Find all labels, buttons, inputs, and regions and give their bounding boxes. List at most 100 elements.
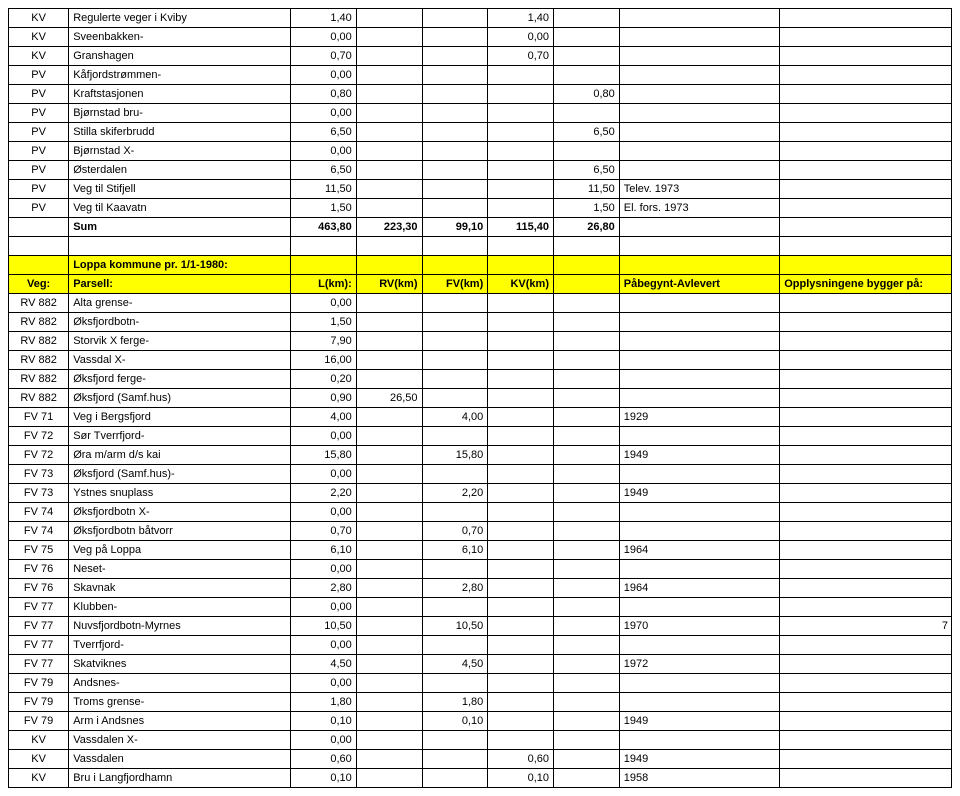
cell xyxy=(619,351,780,370)
cell: 1,50 xyxy=(554,199,620,218)
cell: 1929 xyxy=(619,408,780,427)
cell xyxy=(488,484,554,503)
cell xyxy=(619,9,780,28)
cell xyxy=(488,598,554,617)
cell: 2,20 xyxy=(291,484,357,503)
cell xyxy=(356,332,422,351)
cell xyxy=(780,123,952,142)
cell: FV 77 xyxy=(9,617,69,636)
cell xyxy=(780,351,952,370)
cell: FV 71 xyxy=(9,408,69,427)
cell xyxy=(488,180,554,199)
cell: Alta grense- xyxy=(69,294,291,313)
cell xyxy=(780,408,952,427)
cell xyxy=(780,541,952,560)
cell xyxy=(488,256,554,275)
cell xyxy=(488,85,554,104)
cell: 26,80 xyxy=(554,218,620,237)
cell xyxy=(422,104,488,123)
cell: FV 73 xyxy=(9,465,69,484)
cell xyxy=(356,484,422,503)
cell: Påbegynt-Avlevert xyxy=(619,275,780,294)
cell: Kraftstasjonen xyxy=(69,85,291,104)
cell xyxy=(780,294,952,313)
cell xyxy=(554,617,620,636)
cell xyxy=(488,142,554,161)
table-row: FV 74Øksfjordbotn X-0,00 xyxy=(9,503,952,522)
cell: 1949 xyxy=(619,484,780,503)
cell xyxy=(780,28,952,47)
cell: 2,20 xyxy=(422,484,488,503)
cell xyxy=(780,161,952,180)
table-row: FV 74Øksfjordbotn båtvorr0,700,70 xyxy=(9,522,952,541)
cell xyxy=(780,484,952,503)
cell xyxy=(554,332,620,351)
cell: 1958 xyxy=(619,769,780,788)
cell xyxy=(554,560,620,579)
cell: FV 77 xyxy=(9,636,69,655)
cell: RV(km) xyxy=(356,275,422,294)
cell xyxy=(619,636,780,655)
cell xyxy=(780,712,952,731)
cell xyxy=(780,769,952,788)
cell xyxy=(488,712,554,731)
cell xyxy=(488,446,554,465)
cell: KV xyxy=(9,9,69,28)
cell xyxy=(619,294,780,313)
cell: 0,90 xyxy=(291,389,357,408)
cell: Skatviknes xyxy=(69,655,291,674)
cell: RV 882 xyxy=(9,313,69,332)
cell xyxy=(780,199,952,218)
cell: Bjørnstad X- xyxy=(69,142,291,161)
cell: FV(km) xyxy=(422,275,488,294)
cell: Vassdal X- xyxy=(69,351,291,370)
cell xyxy=(356,85,422,104)
cell: 2,80 xyxy=(422,579,488,598)
cell xyxy=(780,446,952,465)
table-row: PVBjørnstad bru-0,00 xyxy=(9,104,952,123)
cell xyxy=(488,560,554,579)
cell xyxy=(356,66,422,85)
cell xyxy=(422,427,488,446)
cell xyxy=(356,256,422,275)
cell: PV xyxy=(9,123,69,142)
cell: Klubben- xyxy=(69,598,291,617)
cell xyxy=(356,712,422,731)
cell xyxy=(554,66,620,85)
cell: 0,00 xyxy=(291,636,357,655)
cell xyxy=(356,655,422,674)
cell: 26,50 xyxy=(356,389,422,408)
cell xyxy=(488,522,554,541)
cell xyxy=(356,560,422,579)
cell xyxy=(780,693,952,712)
cell: 1,50 xyxy=(291,313,357,332)
cell: PV xyxy=(9,104,69,123)
cell: FV 74 xyxy=(9,503,69,522)
cell xyxy=(619,218,780,237)
table-row: PVVeg til Stifjell11,5011,50Telev. 1973 xyxy=(9,180,952,199)
cell: 0,60 xyxy=(488,750,554,769)
cell: FV 75 xyxy=(9,541,69,560)
table-row: RV 882Øksfjord ferge-0,20 xyxy=(9,370,952,389)
cell: FV 72 xyxy=(9,427,69,446)
cell: L(km): xyxy=(291,275,357,294)
cell: KV xyxy=(9,750,69,769)
cell xyxy=(488,104,554,123)
table-row: FV 71Veg i Bergsfjord4,004,001929 xyxy=(9,408,952,427)
cell xyxy=(488,693,554,712)
cell xyxy=(619,161,780,180)
cell xyxy=(488,503,554,522)
cell xyxy=(356,351,422,370)
cell xyxy=(554,142,620,161)
cell: Øksfjordbotn- xyxy=(69,313,291,332)
cell xyxy=(780,522,952,541)
table-row: PVBjørnstad X-0,00 xyxy=(9,142,952,161)
cell: 4,00 xyxy=(422,408,488,427)
table-row: RV 882Øksfjordbotn-1,50 xyxy=(9,313,952,332)
table-row: PVVeg til Kaavatn1,501,50El. fors. 1973 xyxy=(9,199,952,218)
cell xyxy=(356,617,422,636)
cell: Veg på Loppa xyxy=(69,541,291,560)
cell: Sveenbakken- xyxy=(69,28,291,47)
cell: 4,50 xyxy=(422,655,488,674)
cell: Vassdalen X- xyxy=(69,731,291,750)
